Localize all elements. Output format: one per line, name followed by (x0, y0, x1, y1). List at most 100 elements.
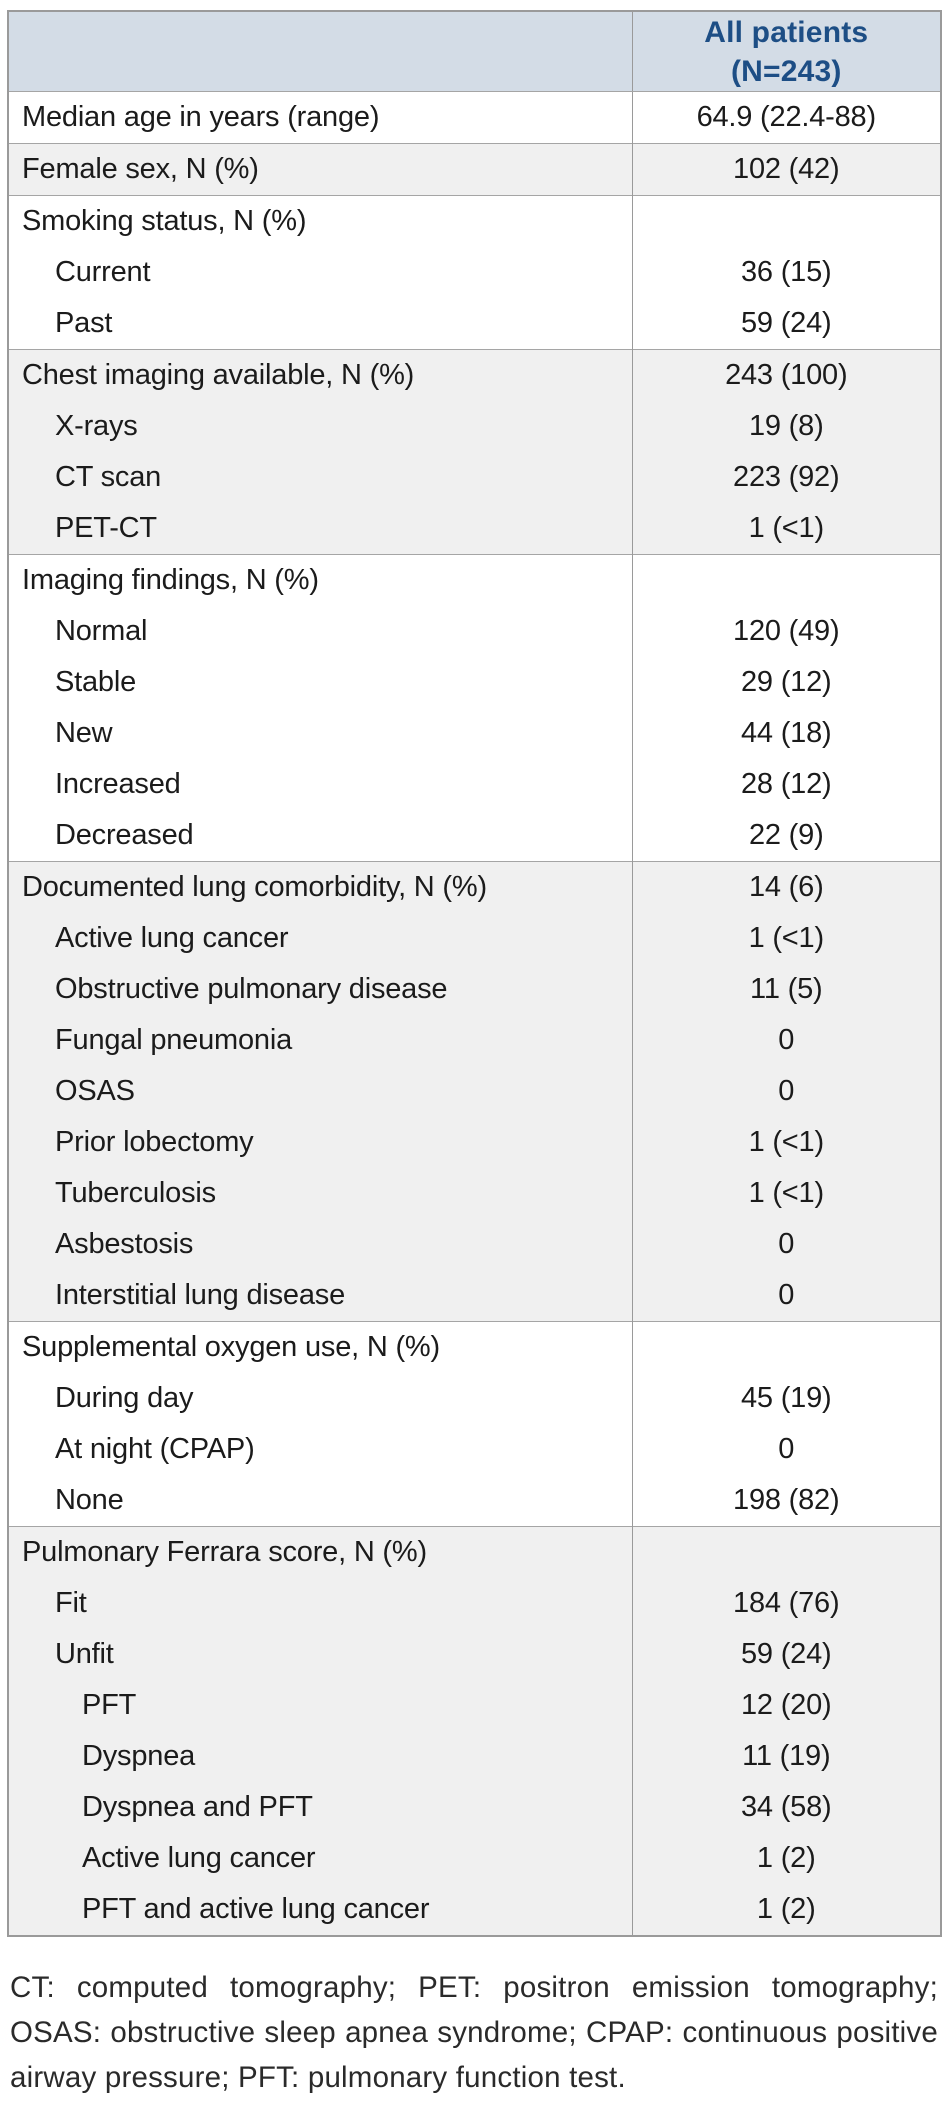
row-value-cell: 184 (76) (632, 1578, 941, 1629)
table-row: Active lung cancer 1 (<1) (8, 913, 941, 964)
row-value-cell: 11 (5) (632, 964, 941, 1015)
row-label-cell: Stable (8, 657, 633, 708)
table-row: Pulmonary Ferrara score, N (%) (8, 1526, 941, 1578)
row-value-cell: 0 (778, 1433, 795, 1465)
table-row: PFT 12 (20) (8, 1680, 941, 1731)
row-label-cell: Decreased (8, 810, 633, 862)
header-all-patients-line1: All patients (704, 15, 869, 49)
row-value-cell (632, 195, 941, 247)
row-label-cell: Past (8, 298, 633, 350)
row-value-cell: 29 (12) (741, 666, 832, 698)
row-value-cell: 1 (<1) (632, 1168, 941, 1219)
row-value-cell: 34 (58) (632, 1782, 941, 1833)
row-label-cell: Chest imaging available, N (%) (8, 349, 633, 401)
table-row: Fungal pneumonia 0 (8, 1015, 941, 1066)
row-label-cell: New (8, 708, 633, 759)
row-label-cell: PFT and active lung cancer (8, 1884, 633, 1936)
row-label-cell: X-rays (8, 401, 633, 452)
table-row: Dyspnea 11 (19) (8, 1731, 941, 1782)
table-row: Increased 28 (12) (8, 759, 941, 810)
row-label-cell: Current (8, 247, 633, 298)
row-label-cell: Dyspnea (8, 1731, 633, 1782)
row-value-cell: 36 (15) (741, 256, 832, 288)
table-row: Imaging findings, N (%) (8, 554, 941, 606)
table-row: Fit 184 (76) (8, 1578, 941, 1629)
header-empty-cell (8, 11, 633, 92)
row-value-cell: 1 (<1) (632, 503, 941, 555)
row-value-cell: 22 (9) (748, 819, 824, 851)
row-label-cell: Obstructive pulmonary disease (8, 964, 633, 1015)
table-row: Decreased 22 (9) (8, 810, 941, 862)
row-value-cell: 1 (2) (632, 1833, 941, 1884)
row-label-cell: Dyspnea and PFT (8, 1782, 633, 1833)
row-label-cell: Unfit (8, 1629, 633, 1680)
row-value-cell: 1 (<1) (632, 1117, 941, 1168)
row-label-cell: Female sex, N (%) (8, 143, 633, 196)
table-row: Current 36 (15) (8, 247, 941, 298)
row-value-cell (632, 1321, 941, 1373)
row-label-cell: Active lung cancer (8, 913, 633, 964)
row-label-cell: PFT (8, 1680, 633, 1731)
row-label-cell: Interstitial lung disease (8, 1270, 633, 1322)
header-all-patients-cell: All patients (N=243) (632, 11, 941, 92)
row-value-cell: 0 (632, 1015, 941, 1066)
row-value-cell: 28 (12) (741, 768, 832, 800)
row-value-cell: 0 (632, 1219, 941, 1270)
table-row: Unfit 59 (24) (8, 1629, 941, 1680)
table-row: Documented lung comorbidity, N (%) 14 (6) (8, 861, 941, 913)
row-value-cell: 243 (100) (632, 349, 941, 401)
row-value-cell: 14 (6) (632, 861, 941, 913)
row-label-cell: Asbestosis (8, 1219, 633, 1270)
row-value-cell: 11 (19) (632, 1731, 941, 1782)
row-label-cell: OSAS (8, 1066, 633, 1117)
table-row: Supplemental oxygen use, N (%) (8, 1321, 941, 1373)
row-label-cell: Increased (8, 759, 633, 810)
table-row: Obstructive pulmonary disease 11 (5) (8, 964, 941, 1015)
table-row: Smoking status, N (%) (8, 195, 941, 247)
table-row: Chest imaging available, N (%) 243 (100) (8, 349, 941, 401)
row-label-cell: Active lung cancer (8, 1833, 633, 1884)
row-label-cell: Fit (8, 1578, 633, 1629)
table-row: None 198 (82) (8, 1475, 941, 1527)
row-value-cell (632, 1526, 941, 1578)
row-label-cell: Prior lobectomy (8, 1117, 633, 1168)
abbreviations-footnote: CT: computed tomography; PET: positron e… (10, 1971, 938, 2094)
header-row: All patients (N=243) (8, 11, 941, 92)
row-value-cell: 198 (82) (733, 1484, 840, 1516)
table-row: Prior lobectomy 1 (<1) (8, 1117, 941, 1168)
table-row: PET-CT 1 (<1) (8, 503, 941, 555)
row-value-cell (632, 554, 941, 606)
row-value-cell: 59 (24) (632, 1629, 941, 1680)
row-value-cell: 59 (24) (741, 307, 832, 339)
table-row: Asbestosis 0 (8, 1219, 941, 1270)
table-row: New 44 (18) (8, 708, 941, 759)
table-row: During day 45 (19) (8, 1373, 941, 1424)
row-value-cell: 64.9 (22.4-88) (632, 91, 941, 144)
table-row: At night (CPAP) 0 (8, 1424, 941, 1475)
row-value-cell: 0 (632, 1270, 941, 1322)
table-row: Normal 120 (49) (8, 606, 941, 657)
table-row: CT scan 223 (92) (8, 452, 941, 503)
row-label-cell: At night (CPAP) (8, 1424, 633, 1475)
row-label-cell: Normal (8, 606, 633, 657)
row-label-cell: None (8, 1475, 633, 1527)
row-label-cell: During day (8, 1373, 633, 1424)
row-label-cell: Documented lung comorbidity, N (%) (8, 861, 633, 913)
row-value-cell: 1 (2) (632, 1884, 941, 1936)
table-row: Interstitial lung disease 0 (8, 1270, 941, 1322)
row-label-cell: Fungal pneumonia (8, 1015, 633, 1066)
header-all-patients-line2: (N=243) (730, 54, 842, 88)
row-label-cell: Median age in years (range) (8, 91, 633, 144)
row-value-cell: 44 (18) (741, 717, 832, 749)
table-row: Dyspnea and PFT 34 (58) (8, 1782, 941, 1833)
patient-characteristics-table: All patients (N=243) Median age in years… (7, 10, 942, 1937)
row-value-cell: 12 (20) (632, 1680, 941, 1731)
table-row: Active lung cancer 1 (2) (8, 1833, 941, 1884)
row-label-cell: Pulmonary Ferrara score, N (%) (8, 1526, 633, 1578)
table-row: PFT and active lung cancer 1 (2) (8, 1884, 941, 1936)
row-label-cell: Supplemental oxygen use, N (%) (8, 1321, 633, 1373)
row-label-cell: Smoking status, N (%) (8, 195, 633, 247)
row-value-cell: 19 (8) (632, 401, 941, 452)
row-label-cell: Imaging findings, N (%) (8, 554, 633, 606)
